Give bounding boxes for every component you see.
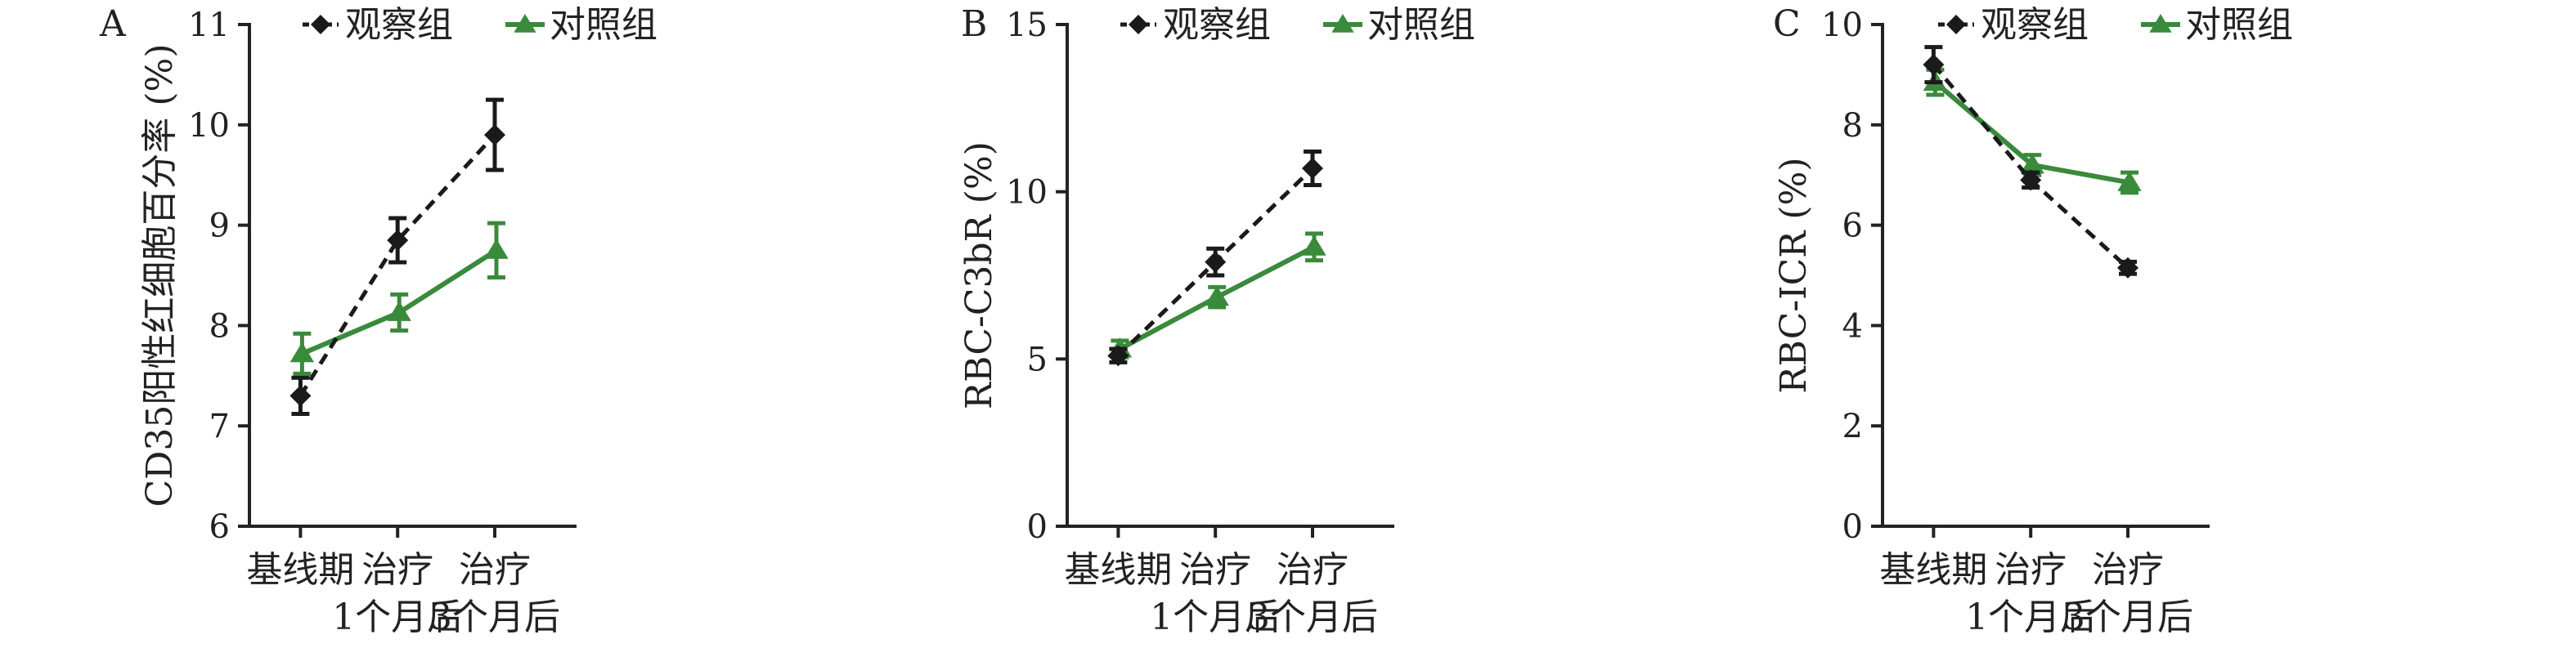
observation-series-line	[298, 133, 496, 397]
observation-point	[2020, 169, 2042, 191]
x-tick-label: 1个月后	[1965, 597, 2096, 638]
y-axis-label: RBC-C3bR (%)	[958, 141, 1000, 409]
x-tick-label: 基线期	[246, 549, 354, 591]
y-tick-label: 4	[1842, 307, 1863, 345]
panel-letter: A	[99, 3, 127, 45]
y-tick-label: 2	[1842, 408, 1863, 445]
control-point	[484, 239, 509, 259]
legend-observation-marker	[1946, 15, 1966, 34]
legend-control-marker	[2149, 14, 2172, 33]
y-tick-label: 0	[1842, 508, 1863, 546]
x-tick-label: 治疗	[1277, 549, 1349, 591]
control-point	[387, 301, 411, 321]
y-tick-label: 6	[209, 508, 230, 546]
legend-observation-label: 观察组	[1163, 4, 1271, 46]
legend-observation-label: 观察组	[345, 4, 453, 46]
legend-control-marker	[1331, 14, 1354, 33]
panel-letter: B	[961, 3, 987, 45]
legend-control-marker	[514, 14, 536, 33]
x-tick-label: 基线期	[1064, 549, 1172, 591]
y-tick-label: 11	[188, 7, 230, 44]
x-tick-label: 治疗	[1995, 549, 2067, 591]
control-point	[289, 342, 315, 363]
y-tick-label: 10	[188, 107, 230, 145]
x-tick-label: 基线期	[1879, 549, 1987, 591]
y-tick-label: 9	[209, 208, 230, 245]
control-point	[1302, 235, 1326, 256]
x-tick-label: 治疗	[459, 549, 531, 591]
x-tick-label: 治疗	[1179, 549, 1251, 591]
observation-point	[1302, 158, 1323, 180]
observation-point	[387, 230, 409, 252]
y-tick-label: 10	[1821, 7, 1863, 44]
x-tick-label: 3个月后	[1247, 597, 1378, 638]
y-tick-label: 10	[1006, 174, 1048, 212]
y-tick-label: 15	[1006, 7, 1048, 44]
control-point	[2117, 171, 2142, 191]
x-tick-label: 治疗	[361, 549, 433, 591]
legend-control-label: 对照组	[550, 4, 657, 46]
x-tick-label: 3个月后	[2062, 597, 2193, 638]
x-tick-label: 治疗	[2092, 549, 2164, 591]
observation-point	[1107, 345, 1129, 367]
observation-point	[484, 124, 505, 146]
observation-point	[1923, 54, 1945, 76]
legend-control-label: 对照组	[2185, 4, 2293, 46]
x-tick-label: 1个月后	[332, 597, 463, 638]
observation-point	[2117, 257, 2138, 279]
observation-point	[289, 385, 312, 407]
panel-letter: C	[1773, 3, 1801, 45]
y-tick-label: 6	[1842, 208, 1863, 245]
y-axis-label: RBC-ICR (%)	[1773, 157, 1815, 393]
y-tick-label: 8	[1842, 107, 1863, 145]
legend-observation-marker	[311, 15, 330, 34]
control-point	[2020, 153, 2044, 174]
x-tick-label: 1个月后	[1150, 597, 1281, 638]
legend-control-label: 对照组	[1367, 4, 1475, 46]
legend-observation-marker	[1129, 15, 1148, 34]
observation-point	[1205, 251, 1227, 273]
legend-observation-label: 观察组	[1981, 4, 2089, 46]
y-tick-label: 5	[1027, 341, 1048, 378]
y-axis-label: CD35阳性红细胞百分率 (%)	[139, 43, 181, 507]
control-point	[1205, 285, 1229, 306]
y-tick-label: 0	[1027, 508, 1048, 546]
x-tick-label: 3个月后	[429, 597, 560, 638]
y-tick-label: 8	[209, 307, 230, 345]
y-tick-label: 7	[209, 408, 230, 445]
